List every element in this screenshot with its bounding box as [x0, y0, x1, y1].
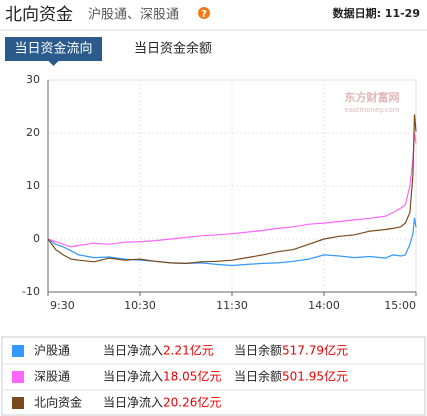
- balance-caption: 当日余额: [234, 369, 282, 384]
- date-label: 数据日期: 11-29: [333, 6, 420, 20]
- x-tick-label: 11:30: [216, 299, 248, 312]
- help-mark: ?: [201, 9, 207, 20]
- help-icon[interactable]: [198, 7, 210, 19]
- tab-pointer: [48, 61, 59, 66]
- subtitle: 沪股通、深股通: [88, 7, 179, 23]
- watermark: 东方财富网: [345, 90, 400, 104]
- y-tick-label: 30: [26, 73, 40, 86]
- inflow-caption: 当日净流入: [103, 344, 163, 358]
- legend-swatch: [12, 371, 24, 383]
- legend-swatch: [12, 397, 24, 409]
- inflow-value: 18.05亿元: [163, 369, 221, 384]
- legend-name: 沪股通: [34, 344, 70, 358]
- inflow-value: 2.21亿元: [163, 343, 214, 358]
- x-tick-label: 10:30: [124, 299, 156, 312]
- series-line: [47, 132, 417, 248]
- title: 北向资金: [5, 5, 73, 25]
- x-tick-label: 15:00: [384, 299, 416, 312]
- legend-name: 深股通: [34, 370, 70, 384]
- tab-active[interactable]: [5, 37, 102, 61]
- watermark-sub: eastmoney.com: [344, 106, 399, 114]
- inflow-value: 20.26亿元: [163, 395, 221, 410]
- legend-box: [1, 336, 426, 416]
- balance-value: 501.95亿元: [282, 369, 348, 384]
- y-tick-label: 10: [26, 179, 40, 192]
- y-tick-label: 20: [26, 126, 40, 139]
- inflow-caption: 当日净流入: [103, 396, 163, 410]
- inflow-caption: 当日净流入: [103, 370, 163, 384]
- series-line: [47, 114, 417, 265]
- x-tick-label: 14:00: [308, 299, 340, 312]
- x-tick-label: 9:30: [50, 299, 75, 312]
- series-line: [47, 217, 417, 267]
- legend-swatch: [12, 345, 24, 357]
- y-tick-label: -10: [22, 285, 40, 298]
- y-tick-label: 0: [33, 232, 40, 245]
- tab[interactable]: 当日资金流向: [14, 41, 92, 57]
- balance-value: 517.79亿元: [282, 343, 348, 358]
- legend-name: 北向资金: [34, 395, 82, 410]
- balance-caption: 当日余额: [234, 343, 282, 358]
- tab[interactable]: 当日资金余额: [134, 41, 212, 57]
